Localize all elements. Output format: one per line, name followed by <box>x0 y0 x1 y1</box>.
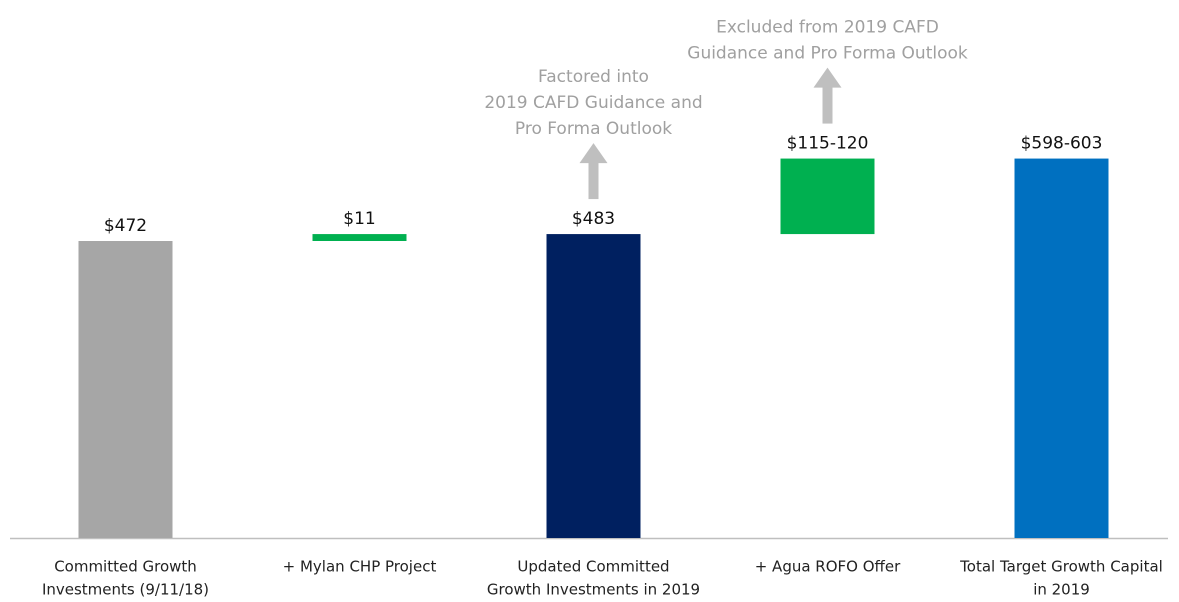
annotation: Guidance and Pro Forma Outlook <box>687 44 968 64</box>
annotation-arrow-shaft <box>822 85 833 124</box>
annotation: 2019 CAFD Guidance and <box>484 93 702 113</box>
bar <box>546 234 641 538</box>
x-tick-label: Growth Investments in 2019 <box>487 581 700 599</box>
annotation-arrow-head <box>813 67 842 88</box>
annotation: Pro Forma Outlook <box>515 119 672 139</box>
data-label: $472 <box>104 216 147 236</box>
bar <box>312 234 407 241</box>
x-tick-label: Committed Growth <box>54 558 197 576</box>
bar <box>780 158 875 235</box>
x-tick-label: Total Target Growth Capital <box>959 558 1163 576</box>
bar <box>78 240 173 538</box>
data-label: $115-120 <box>787 134 869 154</box>
annotation: Excluded from 2019 CAFD <box>716 18 939 38</box>
x-tick-label: Updated Committed <box>517 558 669 576</box>
data-label: $598-603 <box>1021 134 1103 154</box>
annotation-arrow-head <box>579 143 608 164</box>
bar <box>1014 158 1109 538</box>
x-tick-label: + Agua ROFO Offer <box>755 558 901 576</box>
annotation-arrow-shaft <box>588 161 599 200</box>
x-tick-label: Investments (9/11/18) <box>42 581 209 599</box>
annotation: Factored into <box>538 67 649 87</box>
x-tick-label: + Mylan CHP Project <box>283 558 437 576</box>
data-label: $11 <box>343 209 375 229</box>
x-tick-label: in 2019 <box>1033 581 1090 599</box>
data-label: $483 <box>572 209 615 229</box>
